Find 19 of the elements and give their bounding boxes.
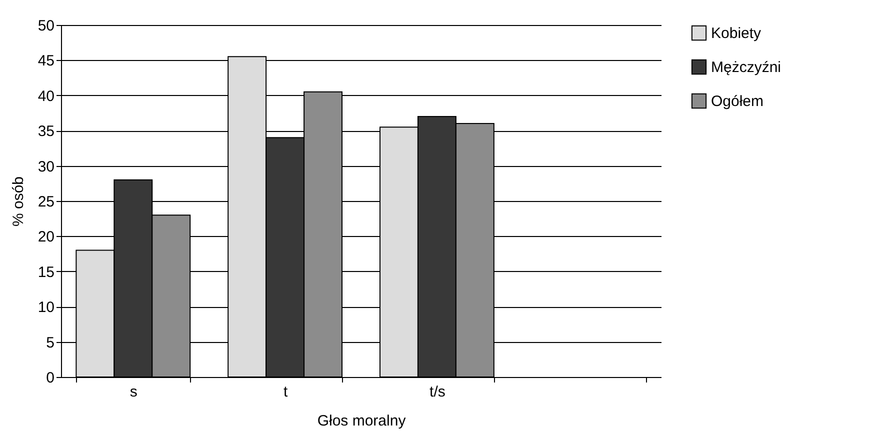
y-tick-label: 40 [38, 88, 54, 105]
y-tick-label: 0 [46, 370, 54, 386]
y-tick-label: 25 [38, 194, 54, 210]
y-tick-label: 15 [38, 264, 54, 281]
x-tick-label: t [283, 384, 288, 400]
y-axis-title: % osób [10, 176, 27, 227]
x-tick-label: t/s [430, 384, 446, 400]
x-axis-title: Głos moralny [317, 412, 406, 430]
y-tick-label: 35 [38, 123, 54, 140]
y-tick-label: 50 [38, 18, 54, 34]
y-tick-label: 20 [38, 228, 54, 246]
x-tick-label: s [130, 384, 138, 400]
y-tick-label: 5 [46, 334, 54, 352]
y-tick-label: 45 [38, 52, 54, 70]
y-tick-label: 30 [38, 158, 54, 176]
legend-label: Ogółem [711, 93, 764, 110]
y-tick-label: 10 [38, 299, 54, 316]
legend-label: Mężczyźni [711, 59, 782, 76]
legend-label: Kobiety [711, 25, 762, 42]
